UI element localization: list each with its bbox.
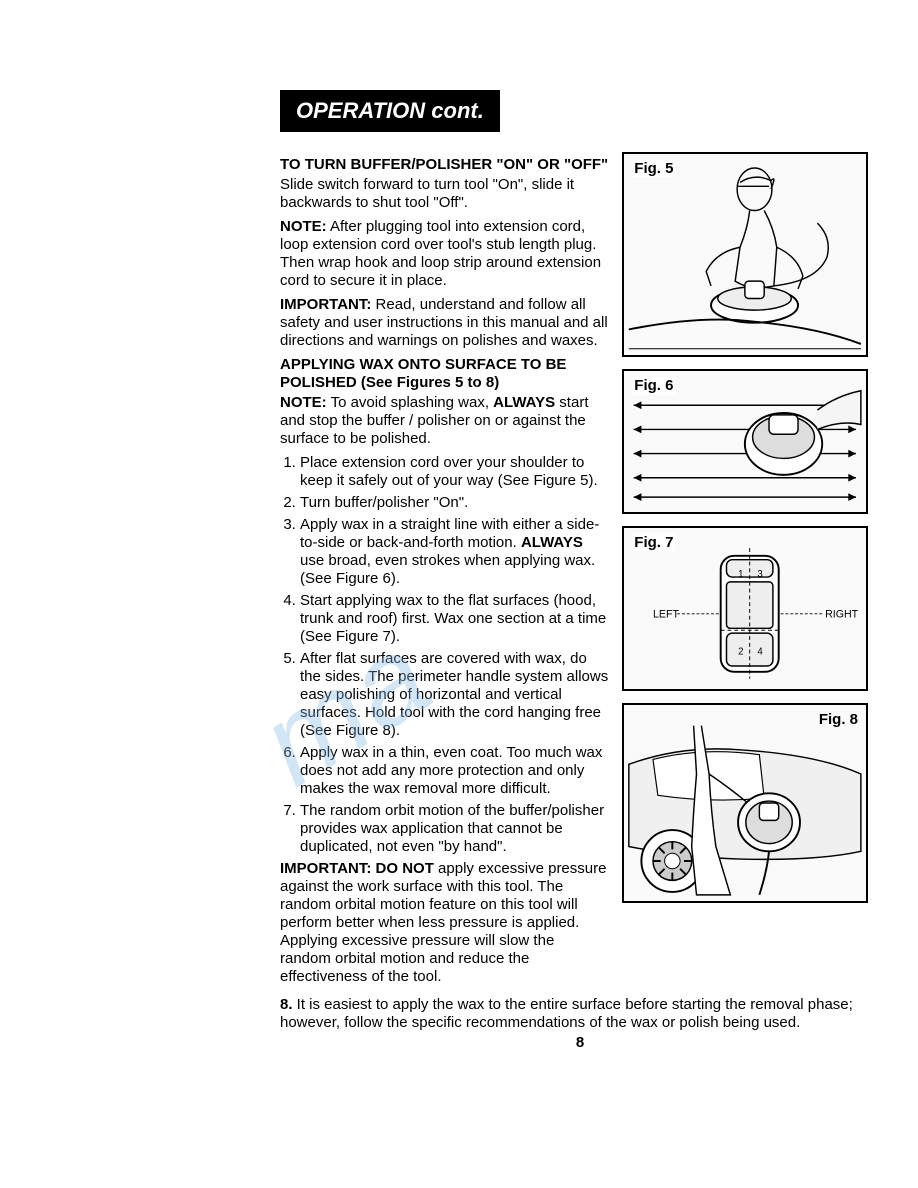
figure-label: Fig. 7	[632, 534, 675, 551]
list-item: Apply wax in a straight line with either…	[300, 516, 608, 588]
figure-label: Fig. 8	[819, 711, 858, 728]
text-column: TO TURN BUFFER/POLISHER "ON" OR "OFF" Sl…	[280, 152, 608, 992]
page-number: 8	[280, 1034, 880, 1052]
subsection-title-wax: APPLYING WAX ONTO SURFACE TO BE POLISHED…	[280, 356, 608, 392]
figure-5-illustration	[624, 154, 866, 355]
figure-6: Fig. 6	[622, 369, 868, 514]
figure-8: Fig. 8	[622, 703, 868, 903]
list-item: Apply wax in a thin, even coat. Too much…	[300, 744, 608, 798]
item3-b: use broad, even strokes when applying wa…	[300, 552, 595, 587]
quad-2: 2	[738, 646, 743, 657]
important-label: IMPORTANT:	[280, 296, 371, 313]
list-item: Turn buffer/polisher "On".	[300, 494, 608, 512]
list-item: The random orbit motion of the buffer/po…	[300, 802, 608, 856]
figure-7: Fig. 7 1 3 2 4 LEFT RIGHT	[622, 526, 868, 691]
step-8-fullwidth: 8. It is easiest to apply the wax to the…	[280, 996, 880, 1052]
note-label: NOTE:	[280, 218, 327, 235]
figure-label: Fig. 5	[632, 160, 675, 177]
item8-number: 8.	[280, 996, 293, 1013]
figure-label: Fig. 6	[632, 377, 675, 394]
item3-always: ALWAYS	[521, 534, 583, 551]
note-label: NOTE:	[280, 394, 327, 411]
note-text: After plugging tool into extension cord,…	[280, 218, 601, 289]
paragraph: Slide switch forward to turn tool "On", …	[280, 176, 608, 212]
quad-3: 3	[758, 569, 763, 580]
figures-column: Fig. 5 Fig. 6	[622, 152, 868, 992]
quad-1: 1	[738, 569, 743, 580]
right-label: RIGHT	[825, 609, 859, 621]
note-paragraph: NOTE: After plugging tool into extension…	[280, 218, 608, 290]
figure-8-illustration	[624, 705, 866, 901]
figure-7-illustration: 1 3 2 4 LEFT RIGHT	[624, 528, 866, 689]
note-text-a: To avoid splashing wax,	[327, 394, 494, 411]
list-item: Place extension cord over your shoulder …	[300, 454, 608, 490]
list-item: Start applying wax to the flat surfaces …	[300, 592, 608, 646]
quad-4: 4	[758, 646, 764, 657]
manual-page: ma OPERATION cont. TO TURN BUFFER/POLISH…	[0, 0, 918, 1188]
figure-5: Fig. 5	[622, 152, 868, 357]
steps-list: Place extension cord over your shoulder …	[280, 454, 608, 856]
important-donot-label: IMPORTANT: DO NOT	[280, 860, 434, 877]
list-item: After flat surfaces are covered with wax…	[300, 650, 608, 740]
important-paragraph-2: IMPORTANT: DO NOT apply excessive pressu…	[280, 860, 608, 986]
important2-text: apply excessive pressure against the wor…	[280, 860, 606, 985]
content-row: TO TURN BUFFER/POLISHER "ON" OR "OFF" Sl…	[50, 152, 868, 992]
section-header: OPERATION cont.	[280, 90, 500, 132]
item8-text: It is easiest to apply the wax to the en…	[280, 996, 853, 1031]
note-paragraph: NOTE: To avoid splashing wax, ALWAYS sta…	[280, 394, 608, 448]
left-label: LEFT	[653, 609, 679, 621]
subsection-title-onoff: TO TURN BUFFER/POLISHER "ON" OR "OFF"	[280, 156, 608, 174]
important-paragraph: IMPORTANT: Read, understand and follow a…	[280, 296, 608, 350]
always-label: ALWAYS	[493, 394, 555, 411]
